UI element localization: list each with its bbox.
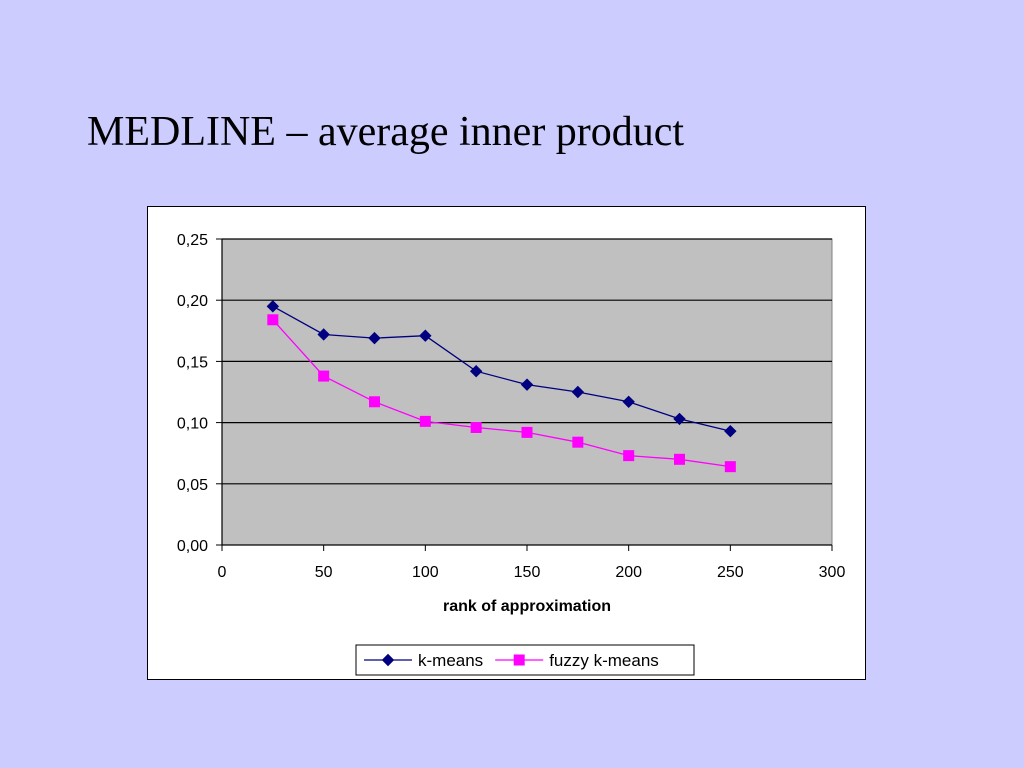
data-point-k-means <box>520 378 534 391</box>
y-tick-label: 0,25 <box>177 232 208 249</box>
plot-area <box>221 238 833 546</box>
data-point-k-means <box>266 300 280 313</box>
data-point-fuzzy-k-means <box>724 461 736 473</box>
data-point-k-means <box>469 364 483 378</box>
y-tick-label: 0,20 <box>177 293 208 310</box>
data-point-fuzzy-k-means <box>267 314 279 326</box>
data-point-k-means <box>724 424 737 438</box>
legend-label-fuzzy-k-means: fuzzy k-means <box>549 651 659 670</box>
data-point-k-means <box>368 331 381 345</box>
series-line-k-means <box>272 305 731 432</box>
x-tick-label: 200 <box>615 564 642 581</box>
data-point-fuzzy-k-means <box>419 415 431 427</box>
data-point-fuzzy-k-means <box>623 450 635 462</box>
data-point-k-means <box>419 329 432 342</box>
data-point-k-means <box>571 385 585 399</box>
slide-title: MEDLINE – average inner product <box>87 109 685 155</box>
data-point-fuzzy-k-means <box>521 426 533 438</box>
data-point-k-means <box>622 395 635 408</box>
x-tick-label: 150 <box>514 564 541 581</box>
data-point-fuzzy-k-means <box>318 370 330 382</box>
chart-container: 0,00 0,05 0,10 0,15 0,20 0,25 0 50 100 150 200 250 3… <box>147 206 866 680</box>
data-point-fuzzy-k-means <box>470 421 482 433</box>
series-line-fuzzy-k-means <box>272 319 731 468</box>
data-point-fuzzy-k-means <box>674 453 685 465</box>
legend-marker-fuzzy-k-means <box>513 654 525 666</box>
y-tick-label: 0,05 <box>177 477 208 494</box>
data-point-k-means <box>317 328 330 341</box>
y-tick-label: 0,15 <box>177 354 208 371</box>
x-tick-label: 50 <box>315 564 333 581</box>
legend-label-k-means: k-means <box>418 651 483 670</box>
x-tick-label: 100 <box>412 564 439 581</box>
data-point-fuzzy-k-means <box>572 436 584 448</box>
legend-marker-k-means <box>381 653 395 667</box>
y-tick-label: 0,10 <box>177 416 208 433</box>
data-point-fuzzy-k-means <box>369 396 380 408</box>
y-tick-label: 0,00 <box>177 538 208 555</box>
x-axis-title: rank of approximation <box>443 598 611 615</box>
data-point-k-means <box>673 412 686 426</box>
x-tick-label: 0 <box>218 564 227 581</box>
x-tick-label: 300 <box>819 564 846 581</box>
line-chart: 0,00 0,05 0,10 0,15 0,20 0,25 0 50 100 150 200 250 3… <box>177 232 846 676</box>
x-tick-label: 250 <box>717 564 744 581</box>
